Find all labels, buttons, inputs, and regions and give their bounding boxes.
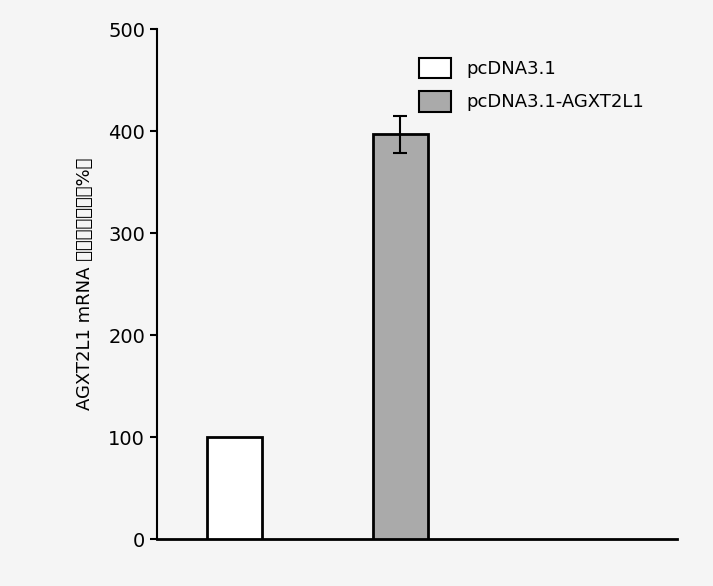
Y-axis label: AGXT2L1 mRNA 的相对表达量（%）: AGXT2L1 mRNA 的相对表达量（%） xyxy=(76,158,94,410)
Bar xyxy=(207,437,262,539)
Bar xyxy=(373,134,429,539)
Legend: pcDNA3.1, pcDNA3.1-AGXT2L1: pcDNA3.1, pcDNA3.1-AGXT2L1 xyxy=(410,49,652,121)
